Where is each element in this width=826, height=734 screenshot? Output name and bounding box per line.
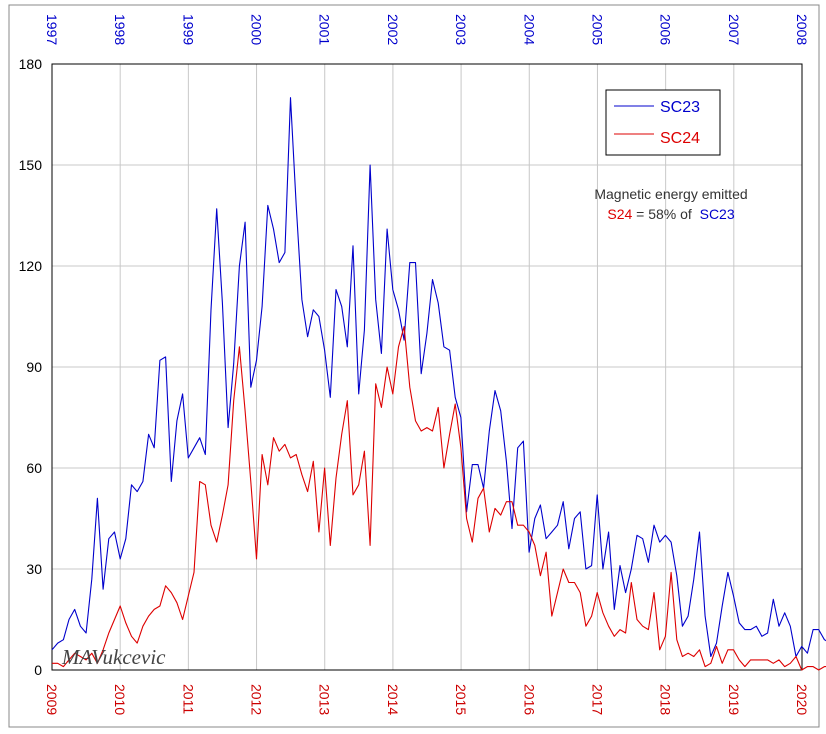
bottom-axis-ticks: 2009 2010 2011 2012 2013 2014 2015 2016 2017 2018…: [44, 684, 810, 715]
bottom_axis-tick-label: 2016: [521, 684, 537, 715]
y-tick-label: 30: [26, 561, 42, 577]
annotation-line1: Magnetic energy emitted: [594, 186, 747, 202]
top_axis-tick-label: 2005: [589, 14, 605, 45]
bottom_axis-tick-label: 2010: [112, 684, 128, 715]
bottom_axis-tick-label: 2014: [385, 684, 401, 715]
annotation-s24: S24: [607, 206, 632, 222]
bottom_axis-tick-label: 2020: [794, 684, 810, 715]
top_axis-tick-label: 1997: [44, 14, 60, 45]
top-axis-ticks: 1997 1998 1999 2000 2001 2002 2003 2004 2005 2006…: [44, 14, 810, 45]
top_axis-tick-label: 2008: [794, 14, 810, 45]
gridlines: [52, 64, 802, 670]
legend-box: [605, 89, 721, 156]
bottom_axis-tick-label: 2018: [658, 684, 674, 715]
top_axis-tick-label: 2003: [453, 14, 469, 45]
legend-label-sc24: SC24: [660, 130, 700, 147]
series-line-sc24: [52, 326, 826, 671]
annotation-sc23: SC23: [700, 206, 735, 222]
y-tick-label: 0: [34, 662, 42, 678]
y-tick-label: 150: [19, 157, 43, 173]
bottom_axis-tick-label: 2017: [589, 684, 605, 715]
annotation-pct: = 58% of: [632, 206, 699, 222]
y-axis-ticks: 0 30 60 90 120 150 180: [19, 56, 43, 678]
bottom_axis-tick-label: 2012: [249, 684, 265, 715]
top_axis-tick-label: 2002: [385, 14, 401, 45]
series-lines: [51, 97, 826, 671]
bottom_axis-tick-label: 2019: [726, 684, 742, 715]
y-tick-label: 120: [19, 258, 43, 274]
bottom_axis-tick-label: 2013: [317, 684, 333, 715]
annotation: Magnetic energy emitted S24 = 58% of SC2…: [594, 186, 747, 222]
y-tick-label: 60: [26, 460, 42, 476]
top_axis-tick-label: 1999: [180, 14, 196, 45]
bottom_axis-tick-label: 2011: [180, 684, 196, 714]
legend: SC23 SC24: [605, 89, 721, 156]
top_axis-tick-label: 2004: [521, 14, 537, 45]
bottom_axis-tick-label: 2009: [44, 684, 60, 715]
plot-area-border: [51, 63, 803, 671]
series-line-sc23: [51, 97, 826, 658]
y-tick-label: 90: [26, 359, 42, 375]
watermark: MAVukcevic: [61, 645, 166, 669]
top_axis-tick-label: 2007: [726, 14, 742, 45]
top_axis-tick-label: 2000: [249, 14, 265, 45]
top_axis-tick-label: 1998: [112, 14, 128, 45]
annotation-line2: S24 = 58% of SC23: [607, 206, 734, 222]
legend-label-sc23: SC23: [660, 99, 700, 116]
top_axis-tick-label: 2006: [658, 14, 674, 45]
top_axis-tick-label: 2001: [317, 14, 333, 45]
y-tick-label: 180: [19, 56, 43, 72]
bottom_axis-tick-label: 2015: [453, 684, 469, 715]
